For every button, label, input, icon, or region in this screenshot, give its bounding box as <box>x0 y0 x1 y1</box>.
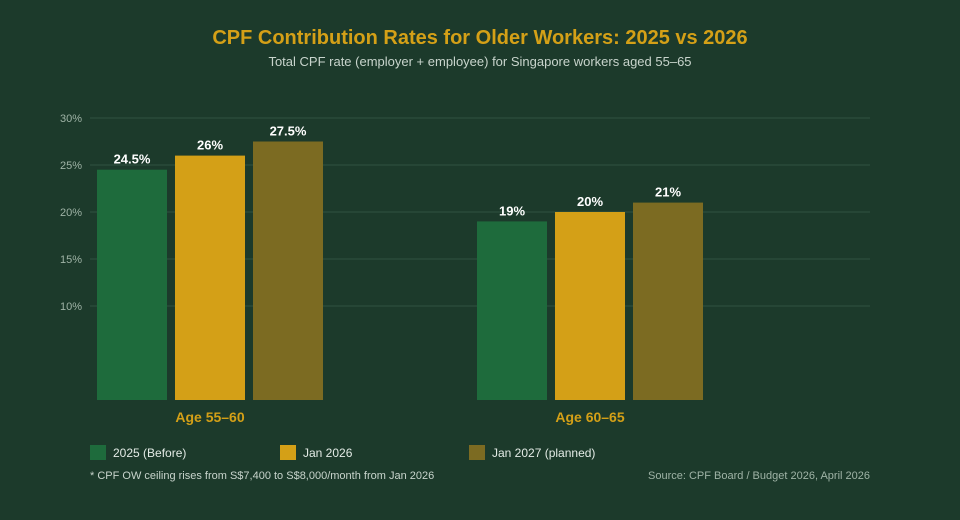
bar <box>253 141 323 400</box>
bar <box>97 169 167 400</box>
y-tick-label: 25% <box>60 160 82 172</box>
category-labels: Age 55–60 Age 60–65 <box>175 409 624 425</box>
chart-subtitle: Total CPF rate (employer + employee) for… <box>268 54 691 69</box>
bar <box>477 221 547 400</box>
category-label: Age 60–65 <box>555 409 624 425</box>
bar <box>633 202 703 400</box>
bar-value-label: 24.5% <box>114 152 151 167</box>
legend-label: Jan 2026 <box>303 446 353 460</box>
bar-value-label: 27.5% <box>270 124 307 139</box>
legend-swatch <box>90 445 106 460</box>
legend-label: 2025 (Before) <box>113 446 186 460</box>
chart-title: CPF Contribution Rates for Older Workers… <box>212 27 747 49</box>
y-tick-label: 30% <box>60 113 82 125</box>
bar-value-label: 20% <box>577 194 603 209</box>
y-tick-label: 10% <box>60 301 82 313</box>
bar-value-label: 19% <box>499 203 525 218</box>
legend-label: Jan 2027 (planned) <box>492 446 595 460</box>
y-tick-label: 15% <box>60 254 82 266</box>
bar <box>175 155 245 400</box>
category-label: Age 55–60 <box>175 409 244 425</box>
legend-swatch <box>469 445 485 460</box>
source-note: Source: CPF Board / Budget 2026, April 2… <box>648 470 870 482</box>
bar <box>555 212 625 400</box>
y-tick-label: 20% <box>60 207 82 219</box>
footnote: * CPF OW ceiling rises from S$7,400 to S… <box>90 470 434 482</box>
legend-swatch <box>280 445 296 460</box>
legend: 2025 (Before) Jan 2026 Jan 2027 (planned) <box>90 445 595 460</box>
bar-value-label: 26% <box>197 138 223 153</box>
bars: 24.5% 26% 27.5% 19% 20% 21% <box>97 124 703 400</box>
bar-value-label: 21% <box>655 185 681 200</box>
